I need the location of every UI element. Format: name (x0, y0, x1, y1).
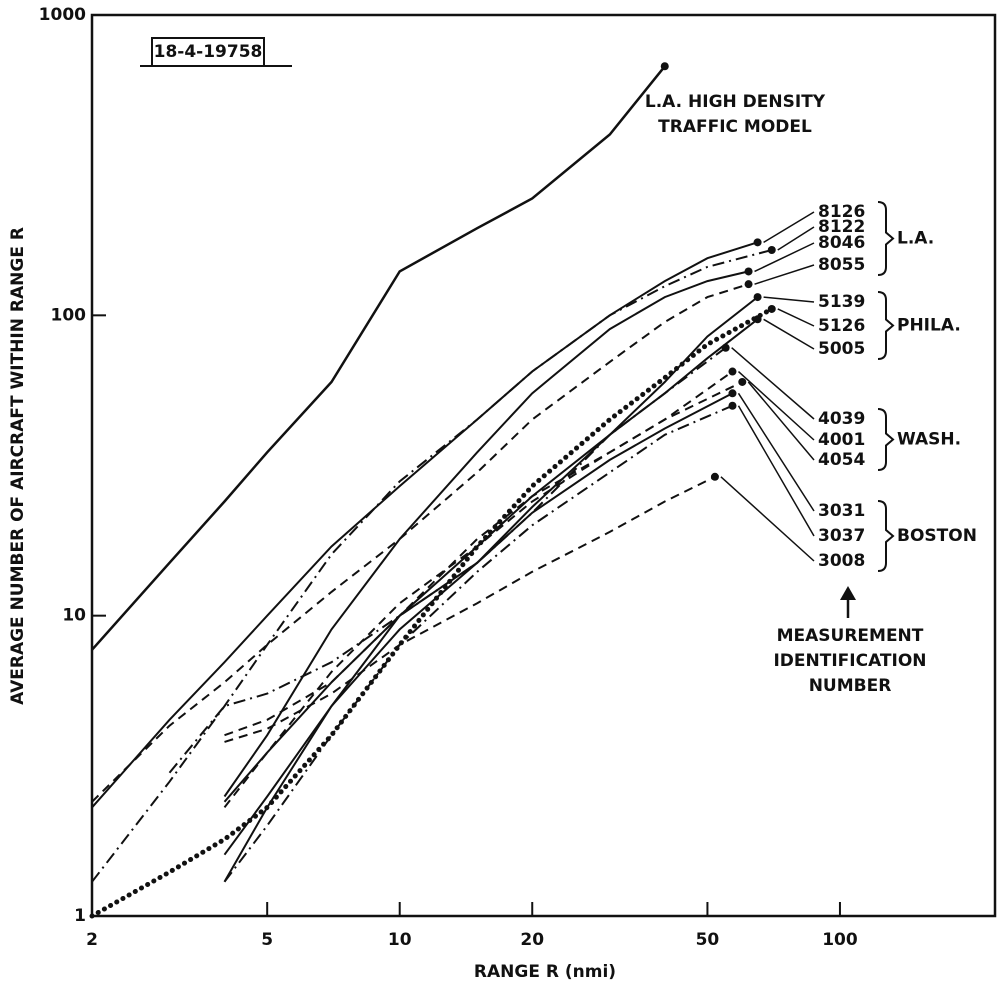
series-label: 8122 (818, 217, 865, 237)
series-line (89, 306, 775, 919)
series-label: 3008 (818, 551, 865, 571)
series-line (224, 475, 716, 743)
label-arrow (754, 242, 815, 273)
series-label: 4054 (818, 450, 865, 470)
series-line (91, 65, 666, 651)
end-point (710, 472, 719, 481)
series-line (91, 241, 758, 809)
series-label: 4001 (818, 430, 865, 450)
end-point (767, 304, 776, 313)
group-brace (877, 408, 895, 471)
label-arrow (763, 318, 815, 350)
end-point (738, 377, 747, 386)
group-label: L.A. (897, 229, 934, 249)
x-tick-label: 50 (696, 930, 720, 950)
figure-id: 18-4-19758 (154, 42, 263, 62)
y-tick-label: 10 (62, 606, 86, 626)
end-point (753, 293, 762, 302)
x-tick-label: 10 (388, 930, 412, 950)
series-line (223, 270, 749, 798)
series-label: 5126 (818, 316, 865, 336)
y-tick-label: 1 (74, 906, 86, 926)
series-line (223, 404, 733, 883)
label-arrow (777, 226, 815, 251)
x-tick-label: 20 (520, 930, 544, 950)
end-point (728, 389, 737, 398)
series-label: 8046 (818, 233, 865, 253)
group-brace (877, 500, 895, 572)
group-label: PHILA. (897, 316, 961, 336)
end-point (753, 315, 762, 324)
series-label: 8055 (818, 255, 865, 275)
end-point (660, 62, 669, 71)
series-label: 3037 (818, 526, 865, 546)
series-label: 8126 (818, 202, 865, 222)
legend-title: NUMBER (809, 676, 892, 696)
model-label: L.A. HIGH DENSITY (645, 92, 826, 112)
group-brace (877, 291, 895, 360)
series-line (223, 318, 759, 883)
end-point (728, 367, 737, 376)
end-point (767, 246, 776, 255)
x-tick-label: 100 (822, 930, 858, 950)
label-arrow (747, 381, 815, 461)
legend-title: MEASUREMENT (777, 626, 924, 646)
end-point (728, 401, 737, 410)
label-arrow (720, 476, 815, 562)
series-label: 5005 (818, 339, 865, 359)
label-arrow (737, 370, 815, 441)
group-label: BOSTON (897, 526, 977, 546)
group-brace (877, 201, 895, 276)
plot-frame (90, 13, 997, 918)
series-label: 5139 (818, 292, 865, 312)
end-point (744, 280, 753, 289)
series-line (91, 249, 773, 883)
series-label: 4039 (818, 409, 865, 429)
series-label: 3031 (818, 501, 865, 521)
label-arrow (737, 405, 815, 537)
y-axis-label: AVERAGE NUMBER OF AIRCRAFT WITHIN RANGE … (8, 227, 28, 705)
y-tick-label: 100 (51, 305, 87, 325)
group-label: WASH. (897, 430, 961, 450)
legend-arrowhead (840, 586, 856, 600)
label-arrow (763, 296, 815, 303)
model-label: TRAFFIC MODEL (658, 117, 812, 137)
series-line (168, 346, 727, 774)
end-point (721, 343, 730, 352)
series-line (91, 283, 749, 803)
x-tick-label: 5 (261, 930, 273, 950)
label-arrow (731, 347, 815, 420)
label-arrow (754, 264, 815, 285)
x-axis-label: RANGE R (nmi) (474, 962, 616, 982)
x-tick-label: 2 (86, 930, 98, 950)
legend-title: IDENTIFICATION (773, 651, 926, 671)
y-tick-label: 1000 (39, 5, 86, 25)
end-point (753, 238, 762, 247)
end-point (744, 267, 753, 276)
series-line (223, 392, 733, 803)
label-arrow (737, 392, 815, 512)
label-arrow (763, 211, 815, 243)
series-line (223, 381, 743, 809)
label-arrow (777, 308, 815, 327)
